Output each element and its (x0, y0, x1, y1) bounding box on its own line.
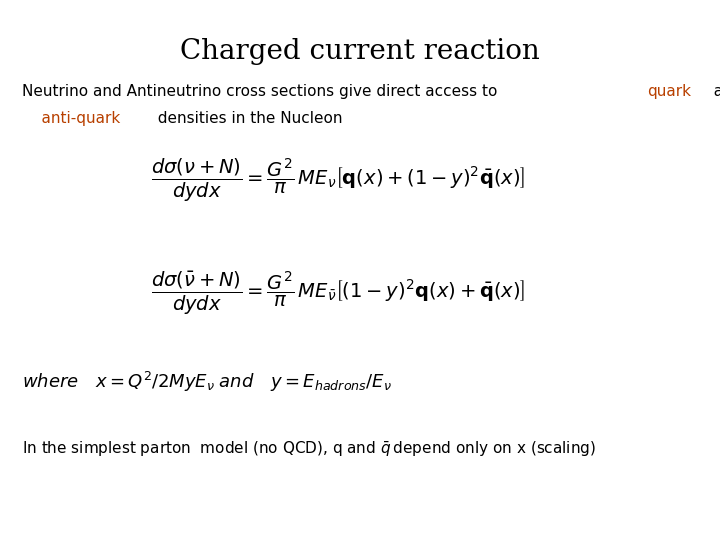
Text: and: and (704, 84, 720, 99)
Text: $\dfrac{d\sigma(\bar{\nu} + N)}{dydx} = \dfrac{G^2}{\pi}\, ME_{\bar{\nu}} \left[: $\dfrac{d\sigma(\bar{\nu} + N)}{dydx} = … (151, 270, 526, 317)
Text: densities in the Nucleon: densities in the Nucleon (148, 111, 343, 126)
Text: Charged current reaction: Charged current reaction (180, 38, 540, 65)
Text: quark: quark (647, 84, 692, 99)
Text: $\dfrac{d\sigma(\nu + N)}{dydx} = \dfrac{G^2}{\pi}\, ME_\nu \left[\mathbf{q}(x) : $\dfrac{d\sigma(\nu + N)}{dydx} = \dfrac… (151, 157, 526, 204)
Text: In the simplest parton  model (no QCD), q and $\bar{q}$ depend only on x (scalin: In the simplest parton model (no QCD), q… (22, 440, 595, 459)
Text: Neutrino and Antineutrino cross sections give direct access to: Neutrino and Antineutrino cross sections… (22, 84, 507, 99)
Text: $\mathit{where} \quad x = Q^2/2MyE_\nu \; \mathit{and} \quad y = E_{hadrons}/E_\: $\mathit{where} \quad x = Q^2/2MyE_\nu \… (22, 370, 392, 394)
Text: anti-quark: anti-quark (22, 111, 120, 126)
